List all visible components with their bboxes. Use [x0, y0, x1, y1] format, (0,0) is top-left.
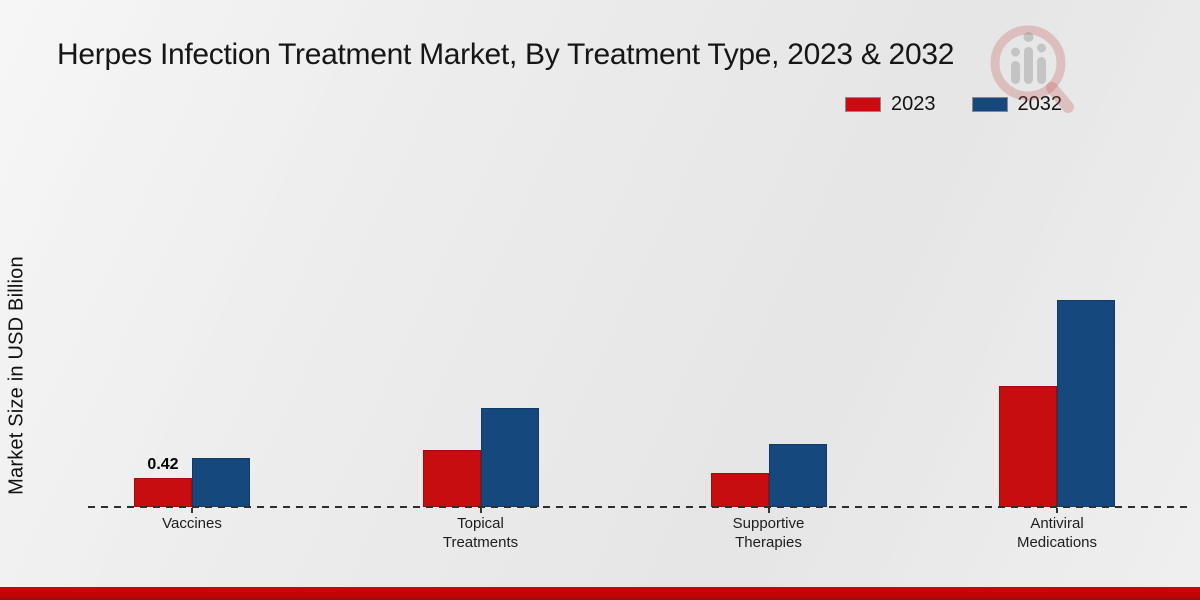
- x-axis-baseline: [88, 506, 1188, 508]
- chart-title: Herpes Infection Treatment Market, By Tr…: [57, 38, 955, 71]
- magnifier-bar-chart-logo-icon: [990, 25, 1074, 113]
- bar-2032-antiviral-medications[interactable]: [1057, 300, 1115, 507]
- x-axis-tick-vaccines: [191, 508, 193, 513]
- legend-label-2023: 2023: [891, 93, 936, 115]
- x-axis-tick-supportive-therapies: [767, 508, 770, 513]
- bar-2032-topical-treatments[interactable]: [480, 407, 539, 507]
- legend-swatch-2032: [971, 97, 1008, 112]
- legend-item-2023: 2023: [845, 93, 936, 116]
- x-axis-tick-antiviral-medications: [1056, 508, 1058, 513]
- legend-label-2032: 2032: [1017, 93, 1063, 115]
- legend-item-2032: 2032: [971, 93, 1063, 116]
- y-axis-label: Market Size in USD Billion: [5, 256, 28, 495]
- footer-accent-bar: [0, 587, 1200, 600]
- bar-2032-vaccines[interactable]: [192, 458, 250, 507]
- bar-2023-antiviral-medications[interactable]: [999, 386, 1057, 507]
- value-label-2023-vaccines: 0.42: [147, 456, 179, 474]
- category-label-vaccines: Vaccines: [162, 515, 222, 532]
- category-label-antiviral-medications: Antiviral Medications: [1016, 515, 1098, 551]
- category-label-supportive-therapies: Supportive Therapies: [732, 515, 805, 551]
- legend-swatch-2023: [845, 97, 881, 112]
- bar-2023-supportive-therapies[interactable]: [710, 473, 769, 507]
- bar-2023-vaccines[interactable]: [134, 478, 192, 507]
- x-axis-tick-topical-treatments: [479, 508, 482, 513]
- bar-2032-supportive-therapies[interactable]: [768, 444, 827, 507]
- bar-2023-topical-treatments[interactable]: [422, 449, 481, 507]
- legend: 2023 2032: [845, 93, 1062, 116]
- category-label-topical-treatments: Topical Treatments: [442, 515, 519, 551]
